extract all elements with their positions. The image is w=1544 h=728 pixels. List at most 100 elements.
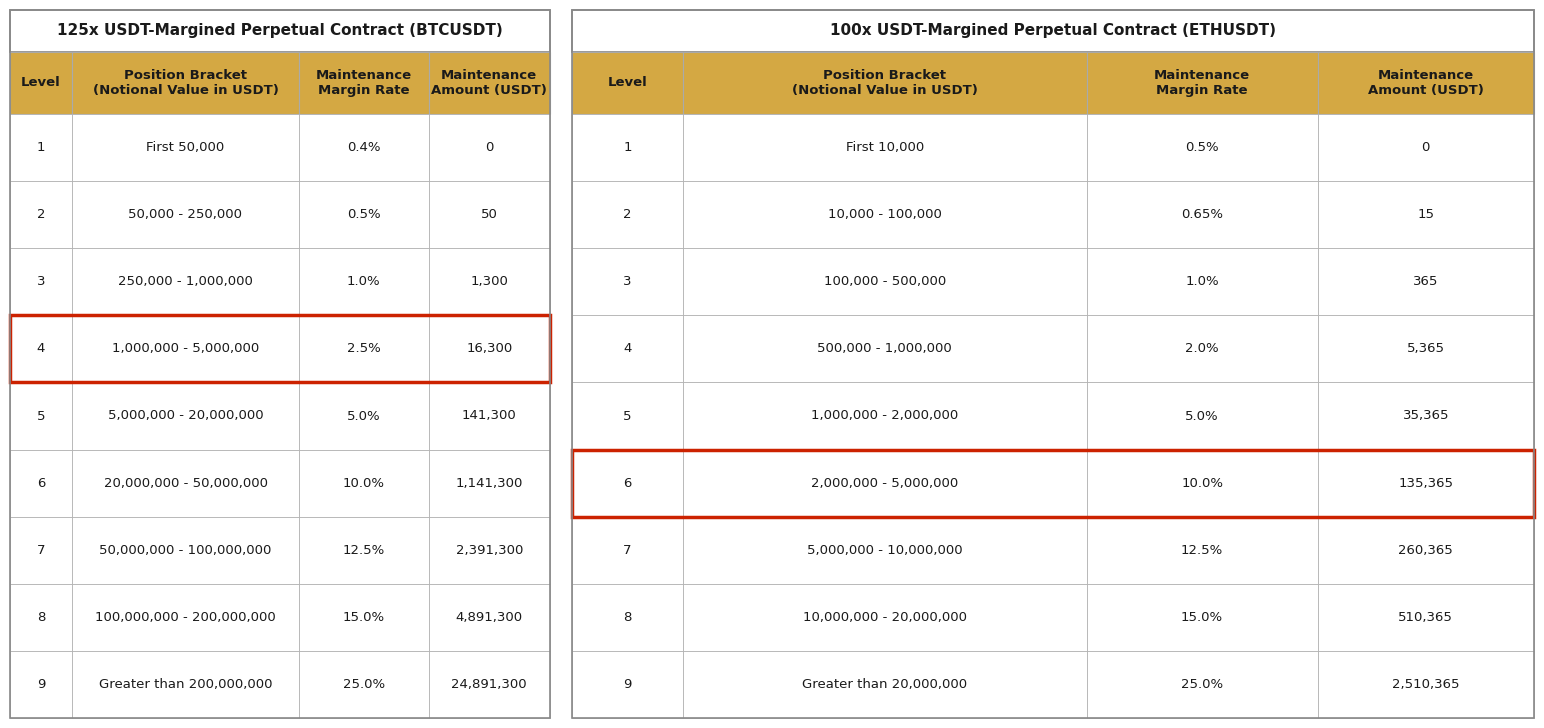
Text: 1.0%: 1.0%: [1186, 275, 1218, 288]
Bar: [1087, 114, 1317, 181]
Text: 25.0%: 25.0%: [1181, 678, 1223, 691]
Text: 0: 0: [485, 141, 494, 154]
Text: 10,000 - 100,000: 10,000 - 100,000: [828, 208, 942, 221]
Bar: [571, 517, 682, 584]
Bar: [429, 181, 550, 248]
Bar: [571, 651, 682, 718]
Bar: [429, 248, 550, 315]
Text: 260,365: 260,365: [1399, 544, 1453, 557]
Text: 16,300: 16,300: [466, 342, 513, 355]
Bar: [9, 10, 550, 52]
Bar: [9, 114, 73, 181]
Bar: [300, 52, 429, 114]
Text: 50,000,000 - 100,000,000: 50,000,000 - 100,000,000: [99, 544, 272, 557]
Bar: [1317, 517, 1535, 584]
Text: 125x USDT-Margined Perpetual Contract (BTCUSDT): 125x USDT-Margined Perpetual Contract (B…: [57, 23, 503, 39]
Text: 35,365: 35,365: [1402, 409, 1448, 422]
Text: 24,891,300: 24,891,300: [451, 678, 527, 691]
Bar: [9, 315, 73, 382]
Text: 8: 8: [624, 611, 631, 624]
Bar: [300, 114, 429, 181]
Bar: [571, 315, 682, 382]
Text: Position Bracket
(Notional Value in USDT): Position Bracket (Notional Value in USDT…: [792, 69, 977, 97]
Text: 5,000,000 - 10,000,000: 5,000,000 - 10,000,000: [808, 544, 962, 557]
Bar: [1317, 248, 1535, 315]
Text: 141,300: 141,300: [462, 409, 517, 422]
Text: 25.0%: 25.0%: [343, 678, 384, 691]
Bar: [9, 315, 550, 382]
Text: 135,365: 135,365: [1399, 477, 1453, 490]
Bar: [682, 52, 1087, 114]
Bar: [682, 584, 1087, 651]
Text: 2.0%: 2.0%: [1186, 342, 1218, 355]
Text: 4: 4: [624, 342, 631, 355]
Text: 1,141,300: 1,141,300: [455, 477, 523, 490]
Bar: [571, 10, 1535, 52]
Text: 6: 6: [37, 477, 45, 490]
Bar: [73, 248, 300, 315]
Bar: [429, 584, 550, 651]
Text: 15: 15: [1417, 208, 1434, 221]
Text: Maintenance
Amount (USDT): Maintenance Amount (USDT): [431, 69, 547, 97]
Bar: [73, 382, 300, 450]
Text: 9: 9: [624, 678, 631, 691]
Text: Maintenance
Margin Rate: Maintenance Margin Rate: [315, 69, 412, 97]
Text: 4,891,300: 4,891,300: [455, 611, 523, 624]
Text: 10,000,000 - 20,000,000: 10,000,000 - 20,000,000: [803, 611, 967, 624]
Text: 10.0%: 10.0%: [1181, 477, 1223, 490]
Bar: [682, 315, 1087, 382]
Bar: [1087, 181, 1317, 248]
Text: 0.65%: 0.65%: [1181, 208, 1223, 221]
Bar: [682, 181, 1087, 248]
Text: 2,000,000 - 5,000,000: 2,000,000 - 5,000,000: [811, 477, 959, 490]
Bar: [9, 10, 550, 718]
Bar: [682, 382, 1087, 450]
Text: Position Bracket
(Notional Value in USDT): Position Bracket (Notional Value in USDT…: [93, 69, 278, 97]
Text: 12.5%: 12.5%: [1181, 544, 1223, 557]
Bar: [73, 114, 300, 181]
Bar: [300, 315, 429, 382]
Text: Level: Level: [607, 76, 647, 90]
Text: 2: 2: [37, 208, 45, 221]
Text: 5.0%: 5.0%: [1186, 409, 1218, 422]
Bar: [1087, 382, 1317, 450]
Bar: [300, 651, 429, 718]
Bar: [9, 52, 73, 114]
Bar: [9, 382, 73, 450]
Bar: [1087, 52, 1317, 114]
Text: 510,365: 510,365: [1399, 611, 1453, 624]
Text: 100,000 - 500,000: 100,000 - 500,000: [823, 275, 946, 288]
Bar: [429, 450, 550, 517]
Text: 5: 5: [624, 409, 631, 422]
Bar: [300, 450, 429, 517]
Text: 6: 6: [624, 477, 631, 490]
Bar: [300, 382, 429, 450]
Bar: [1317, 181, 1535, 248]
Text: 5: 5: [37, 409, 45, 422]
Text: 250,000 - 1,000,000: 250,000 - 1,000,000: [117, 275, 253, 288]
Bar: [571, 584, 682, 651]
Bar: [300, 517, 429, 584]
Bar: [9, 651, 73, 718]
Text: 100,000,000 - 200,000,000: 100,000,000 - 200,000,000: [96, 611, 276, 624]
Bar: [1087, 651, 1317, 718]
Text: Maintenance
Margin Rate: Maintenance Margin Rate: [1153, 69, 1251, 97]
Bar: [682, 114, 1087, 181]
Bar: [9, 584, 73, 651]
Text: 0.4%: 0.4%: [347, 141, 380, 154]
Text: 1,300: 1,300: [471, 275, 508, 288]
Text: 100x USDT-Margined Perpetual Contract (ETHUSDT): 100x USDT-Margined Perpetual Contract (E…: [831, 23, 1275, 39]
Bar: [571, 10, 1535, 718]
Bar: [571, 114, 682, 181]
Text: 1,000,000 - 5,000,000: 1,000,000 - 5,000,000: [111, 342, 259, 355]
Bar: [1087, 315, 1317, 382]
Bar: [571, 382, 682, 450]
Bar: [73, 52, 300, 114]
Bar: [429, 114, 550, 181]
Text: First 10,000: First 10,000: [846, 141, 923, 154]
Bar: [682, 248, 1087, 315]
Text: 15.0%: 15.0%: [1181, 611, 1223, 624]
Bar: [429, 651, 550, 718]
Bar: [682, 517, 1087, 584]
Bar: [429, 52, 550, 114]
